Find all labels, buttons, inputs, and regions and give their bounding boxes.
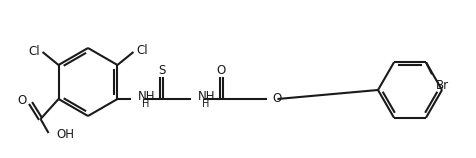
Text: H: H bbox=[142, 99, 149, 109]
Text: NH: NH bbox=[137, 91, 155, 103]
Text: O: O bbox=[217, 64, 226, 78]
Text: NH: NH bbox=[197, 91, 215, 103]
Text: OH: OH bbox=[57, 128, 74, 142]
Text: Br: Br bbox=[435, 79, 448, 92]
Text: S: S bbox=[158, 64, 165, 78]
Text: O: O bbox=[17, 94, 27, 107]
Text: O: O bbox=[272, 92, 281, 106]
Text: Cl: Cl bbox=[28, 45, 40, 58]
Text: H: H bbox=[202, 99, 209, 109]
Text: Cl: Cl bbox=[136, 45, 148, 58]
